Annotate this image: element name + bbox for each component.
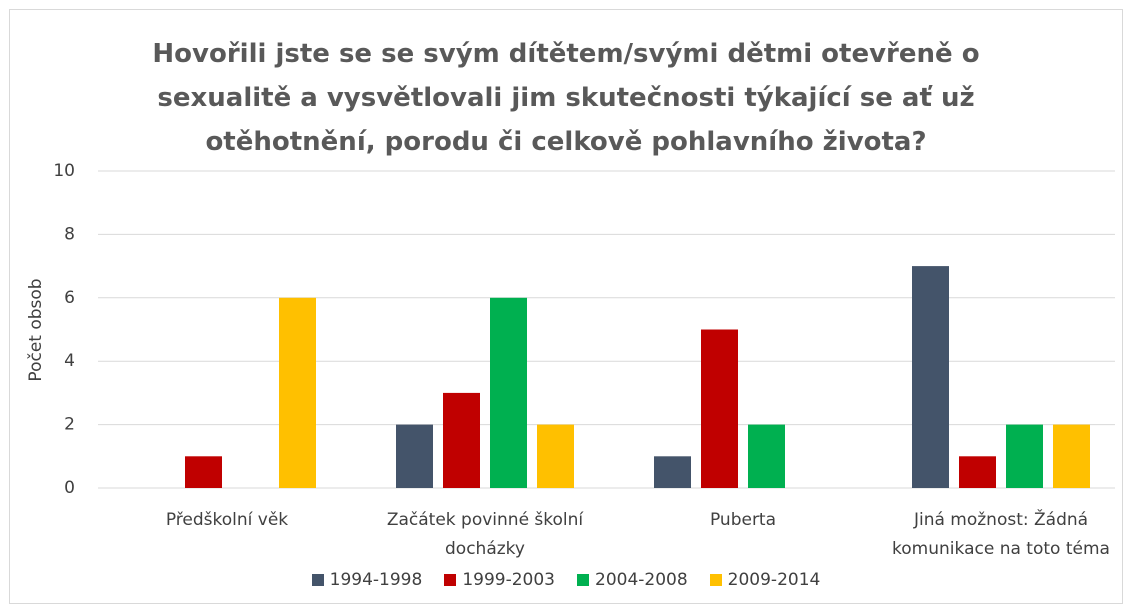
bar — [1006, 424, 1043, 488]
x-tick-label: Puberta — [709, 510, 777, 530]
x-tick-label: Začátek povinné školní docházky — [386, 510, 584, 559]
legend-item: 2009-2014 — [709, 570, 821, 590]
bar — [279, 297, 316, 488]
y-tick-label: 10 — [53, 161, 75, 181]
legend-swatch — [709, 574, 722, 586]
x-tick-label: Předškolní věk — [165, 510, 289, 530]
y-tick-label: 2 — [64, 415, 75, 435]
bar — [748, 424, 785, 488]
legend-item: 1999-2003 — [444, 570, 555, 590]
bar — [959, 456, 996, 488]
y-axis-label: Počet obsob — [26, 278, 46, 381]
y-tick-label: 6 — [64, 288, 75, 308]
legend-item: 1994-1998 — [311, 570, 423, 590]
bar — [443, 392, 480, 488]
bar — [912, 266, 949, 488]
bar — [490, 297, 527, 488]
bar — [537, 424, 574, 488]
legend-label: 2004-2008 — [595, 570, 688, 590]
legend-swatch — [444, 574, 457, 586]
bar — [654, 456, 691, 488]
y-tick-label: 0 — [64, 478, 75, 498]
legend: 1994-1998 1999-2003 2004-2008 2009-2014 — [0, 570, 1132, 590]
chart-border — [9, 9, 1123, 604]
chart-title: Hovořili jste se se svým dítětem/svými d… — [152, 39, 980, 157]
y-tick-label: 8 — [64, 224, 75, 244]
bar — [1053, 424, 1090, 488]
legend-item: 2004-2008 — [577, 570, 688, 590]
legend-swatch — [311, 574, 324, 586]
legend-label: 2009-2014 — [727, 570, 821, 590]
bar — [185, 456, 222, 488]
x-tick-label: Jiná možnost: Žádná komunikace na toto t… — [892, 510, 1110, 559]
legend-label: 1999-2003 — [462, 570, 555, 590]
y-tick-label: 4 — [64, 351, 75, 371]
bar — [396, 424, 433, 488]
bar — [701, 329, 738, 488]
legend-swatch — [577, 574, 589, 586]
legend-label: 1994-1998 — [329, 570, 423, 590]
